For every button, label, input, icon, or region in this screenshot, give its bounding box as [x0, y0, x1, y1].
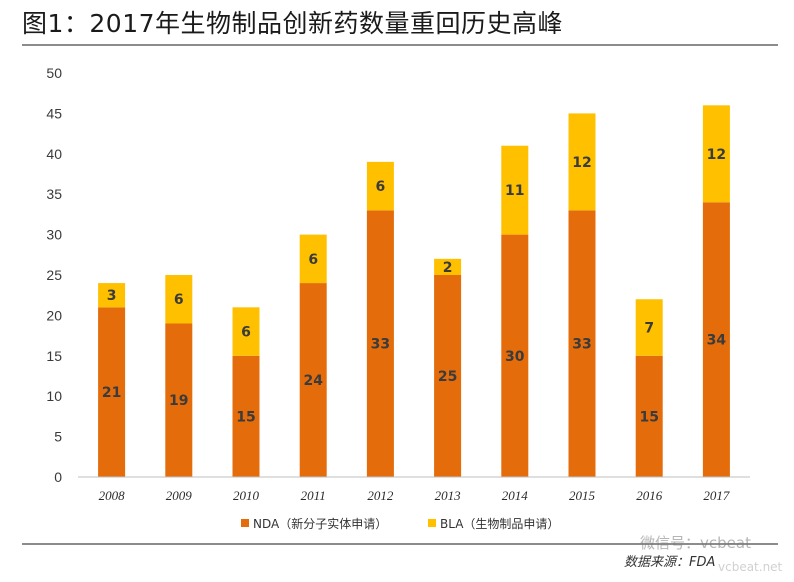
data-label-nda: 21 [102, 385, 121, 401]
bar-segment-nda [232, 355, 260, 477]
y-tick-label: 40 [46, 146, 62, 162]
bar-segment-bla [635, 299, 663, 356]
data-label-nda: 15 [236, 409, 255, 425]
bar-segment-nda [501, 234, 529, 477]
chart-title: 图1：2017年生物制品创新药数量重回历史高峰 [22, 9, 564, 38]
data-label-bla: 2 [443, 260, 453, 276]
x-tick-label: 2015 [569, 488, 596, 503]
bar-segment-bla [165, 275, 193, 324]
x-tick-label: 2010 [233, 488, 260, 503]
data-label-bla: 6 [376, 179, 386, 195]
bottom-rule [22, 543, 778, 545]
bar-segment-bla [366, 161, 394, 211]
bar-segment-nda [702, 202, 730, 477]
y-tick-label: 0 [54, 469, 62, 485]
data-label-bla: 6 [241, 325, 251, 341]
bar-segment-nda [299, 283, 327, 477]
y-tick-label: 25 [46, 267, 62, 283]
y-tick-label: 35 [46, 186, 62, 202]
data-label-nda: 34 [707, 333, 727, 349]
bar-segment-bla [702, 105, 730, 203]
data-label-bla: 11 [505, 183, 524, 199]
bar-segment-nda [98, 307, 126, 477]
x-tick-label: 2017 [703, 488, 730, 503]
bar-segment-bla [299, 234, 327, 284]
data-label-nda: 15 [639, 409, 658, 425]
bar-segment-bla [98, 283, 126, 308]
data-label-bla: 3 [107, 288, 117, 304]
bar-segment-nda [366, 210, 394, 478]
bar-segment-nda [434, 275, 462, 477]
y-tick-label: 50 [46, 65, 62, 81]
bar-segment-bla [568, 113, 596, 211]
data-label-bla: 12 [707, 147, 726, 163]
y-tick-label: 10 [46, 388, 62, 404]
legend-swatch-nda [241, 519, 249, 527]
x-tick-label: 2014 [502, 488, 529, 503]
data-label-nda: 24 [303, 373, 323, 389]
data-label-bla: 6 [174, 292, 184, 308]
top-rule [22, 44, 778, 46]
bar-segment-bla [434, 258, 462, 275]
bar-segment-nda [165, 323, 193, 477]
data-label-nda: 25 [438, 369, 457, 385]
bar-segment-nda [635, 355, 663, 477]
watermark: 微信号：vcbeat [640, 534, 751, 552]
y-axis-ticks: 0 5 10 15 20 25 30 35 40 45 50 [46, 65, 62, 485]
bar-segment-nda [568, 210, 596, 478]
bar-segment-bla [501, 145, 529, 235]
source-note: 数据来源：FDA [624, 555, 716, 570]
x-tick-label: 2012 [367, 488, 394, 503]
x-tick-label: 2013 [435, 488, 462, 503]
legend-label-bla: BLA（生物制品申请） [440, 517, 559, 531]
legend: NDA（新分子实体申请） BLA（生物制品申请） [241, 516, 559, 531]
y-tick-label: 20 [46, 307, 62, 323]
data-label-nda: 30 [505, 349, 525, 365]
data-label-nda: 19 [169, 393, 188, 409]
data-label-nda: 33 [371, 337, 390, 353]
x-tick-label: 2016 [636, 488, 663, 503]
data-label-bla: 12 [572, 155, 591, 171]
y-tick-label: 15 [46, 348, 62, 364]
x-tick-label: 2011 [301, 488, 326, 503]
data-label-nda: 33 [572, 337, 591, 353]
bars: 21 3 19 6 15 6 24 6 33 6 25 2 30 11 33 12 15 7 34 12 [98, 105, 730, 478]
x-axis-ticks: 2008 2009 2010 2011 2012 2013 2014 2015 2016 2017 [99, 488, 730, 503]
x-tick-label: 2009 [166, 488, 193, 503]
legend-label-nda: NDA（新分子实体申请） [253, 516, 387, 531]
watermark-url: vcbeat.net [718, 560, 783, 574]
bar-segment-bla [232, 307, 260, 356]
y-tick-label: 30 [46, 227, 62, 243]
data-label-bla: 7 [644, 321, 654, 337]
legend-swatch-bla [428, 519, 436, 527]
data-label-bla: 6 [308, 252, 318, 268]
x-tick-label: 2008 [99, 488, 126, 503]
y-tick-label: 45 [46, 105, 62, 121]
y-tick-label: 5 [54, 429, 62, 445]
